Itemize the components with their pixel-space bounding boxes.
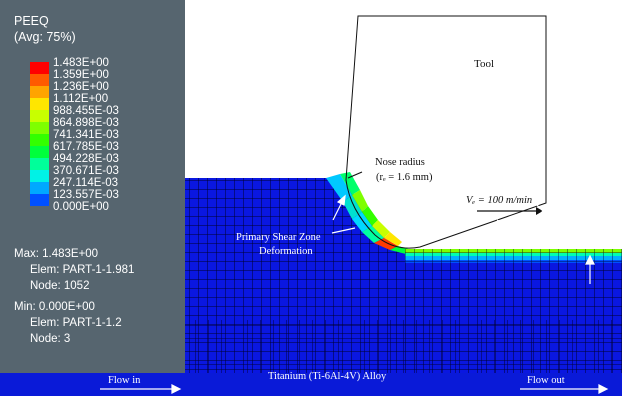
legend-panel: PEEQ (Avg: 75%) 1.483E+00 1.359E+00 1.23… [0, 0, 185, 373]
label-flow-in: Flow in [108, 375, 141, 386]
stat-max-node: Node: 1052 [30, 280, 90, 292]
surface-layer [405, 249, 622, 263]
workpiece-base [0, 373, 622, 396]
tool-outline [345, 15, 547, 249]
legend-swatch-5 [30, 122, 49, 134]
legend-swatch-1 [30, 74, 49, 86]
legend-value-4: 988.455E-03 [53, 105, 119, 117]
legend-value-1: 1.359E+00 [53, 69, 109, 81]
legend-swatch-7 [30, 146, 49, 158]
stat-max-elem: Elem: PART-1-1.981 [30, 264, 135, 276]
stat-max: Max: 1.483E+00 [14, 248, 99, 260]
legend-value-0: 1.483E+00 [53, 57, 109, 69]
label-nose-radius-value: (rₑ = 1.6 mm) [376, 172, 433, 183]
label-nose-radius: Nose radius [375, 157, 425, 168]
stat-min-elem: Elem: PART-1-1.2 [30, 317, 122, 329]
legend-value-12: 0.000E+00 [53, 201, 109, 213]
legend-value-5: 864.898E-03 [53, 117, 119, 129]
legend-swatch-3 [30, 98, 49, 110]
stat-min-node: Node: 3 [30, 333, 71, 345]
legend-swatch-8 [30, 158, 49, 170]
label-shear-zone: Primary Shear Zone [236, 232, 321, 243]
legend-value-2: 1.236E+00 [53, 81, 109, 93]
legend-swatch-10 [30, 182, 49, 194]
label-roughness: Roughness [561, 216, 608, 227]
legend-value-7: 617.785E-03 [53, 141, 119, 153]
legend-value-8: 494.228E-03 [53, 153, 119, 165]
stat-min: Min: 0.000E+00 [14, 301, 95, 313]
label-velocity: Vₑ = 100 m/min [466, 195, 533, 206]
legend-value-10: 247.114E-03 [53, 177, 119, 189]
label-material: Titanium (Ti-6Al-4V) Alloy [268, 371, 387, 382]
legend-swatch-0 [30, 62, 49, 74]
label-max-strain: Max Equivalent Strain [188, 49, 284, 60]
legend-swatch-4 [30, 110, 49, 122]
legend-swatch-11 [30, 194, 49, 206]
label-deformation: Deformation [259, 246, 313, 257]
legend-value-9: 370.671E-03 [53, 165, 119, 177]
legend-subtitle: (Avg: 75%) [14, 30, 76, 44]
legend-value-6: 741.341E-03 [53, 129, 119, 141]
cutting-tool [345, 15, 547, 249]
legend-swatch-2 [30, 86, 49, 98]
label-surface: Surface [567, 202, 600, 213]
legend-value-11: 123.557E-03 [53, 189, 119, 201]
legend-swatch-6 [30, 134, 49, 146]
legend-value-3: 1.112E+00 [53, 93, 109, 105]
label-flow-out: Flow out [527, 375, 565, 386]
label-tool: Tool [474, 58, 495, 70]
legend-swatch-9 [30, 170, 49, 182]
legend-title: PEEQ [14, 14, 49, 28]
